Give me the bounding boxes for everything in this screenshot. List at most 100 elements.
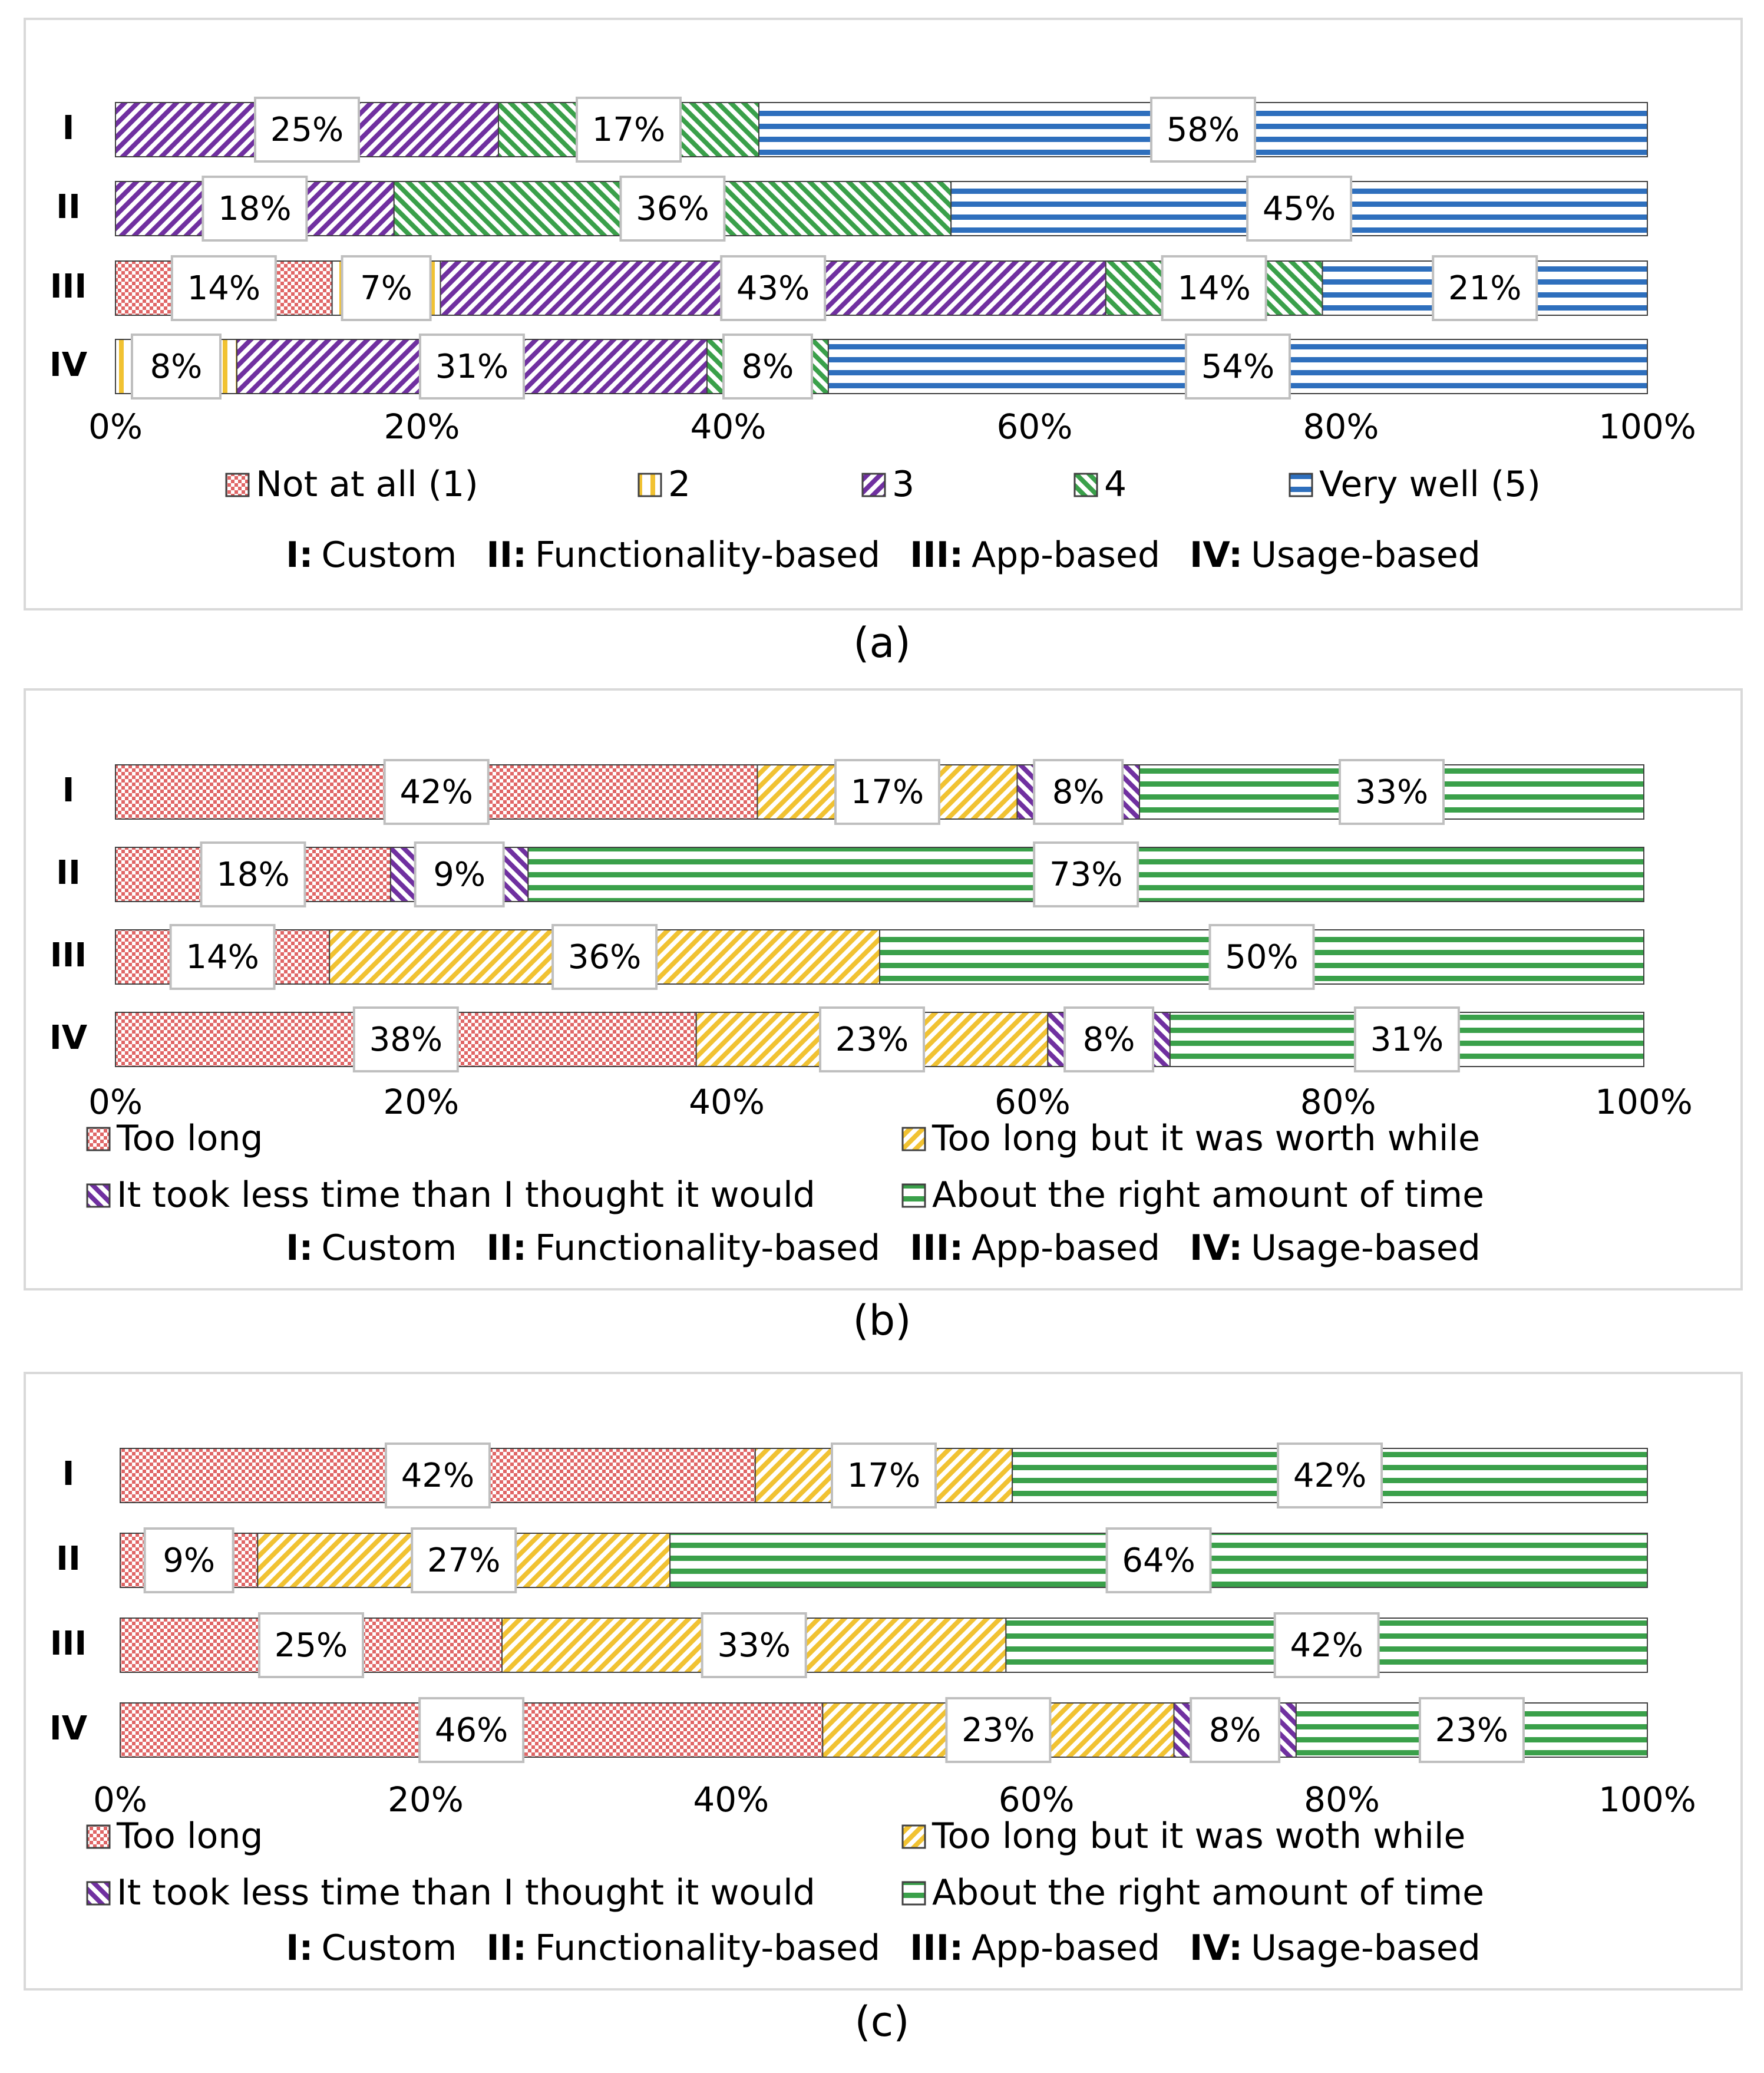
category-key-text: Custom [322,1227,457,1269]
category-key-text: App-based [972,1927,1160,1969]
data-label: 31% [435,348,508,386]
data-label-box [1184,334,1291,400]
data-label-box [1105,1527,1212,1593]
data-label: 25% [270,111,343,149]
data-label-box [1033,841,1139,907]
legend-swatch-too-long-but-it-was-woth-while [901,1824,926,1849]
data-label-box [834,759,940,825]
legend-swatch-not-at-all-1 [225,473,250,497]
data-label-box [352,1006,459,1072]
category-label-iv: IV [49,346,88,384]
x-tick-label: 60% [999,1780,1075,1820]
data-label-box [945,1697,1052,1763]
data-label: 42% [1290,1626,1363,1665]
category-label-iii: III [50,936,87,975]
chart-panel-c: I II III IV 42% 17% 42% 9% 27% 64% 25% 33% 42% 46% 23%… [24,1372,1743,1991]
data-label: 36% [636,190,709,228]
legend-label-it-took-less-time-than-i-thought-it-would: It took less time than I thought it woul… [117,1174,815,1216]
data-label: 8% [742,348,794,386]
legend-label-2: 2 [668,464,691,505]
data-label: 54% [1201,348,1274,386]
x-tick-label: 0% [88,407,143,447]
data-label: 8% [1209,1711,1261,1749]
category-key-text: Custom [322,534,457,576]
x-tick-label: 40% [691,407,767,447]
category-key-text: Custom [322,1927,457,1969]
x-tick-label: 40% [693,1780,769,1820]
caption-a: (a) [0,619,1764,667]
chart-panel-b: I II III IV 42% 17% 8% 33% 18% 9% 73% 14% 36% 50% 38% 2… [24,688,1743,1290]
data-label: 9% [433,856,485,894]
legend-label-3: 3 [892,464,914,505]
data-label: 45% [1263,190,1336,228]
category-key-text: Usage-based [1251,1227,1481,1269]
data-label-box [722,334,813,400]
data-label-box [1338,759,1445,825]
data-label-box [576,97,682,163]
category-label-iii: III [50,1625,87,1663]
data-label-box [619,176,726,242]
x-tick-label: 20% [384,407,460,447]
data-label-box [1063,1006,1155,1072]
data-label-box [1246,176,1353,242]
x-tick-label: 100% [1598,407,1696,447]
caption-b-text: (b) [853,1296,911,1345]
category-key-code: IV: [1190,1227,1243,1269]
category-label-ii: II [56,188,81,226]
data-label: 23% [835,1021,909,1059]
x-tick-label: 40% [689,1082,765,1122]
legend-swatch-about-the-right-amount-of-time [901,1881,926,1906]
data-label: 23% [1435,1711,1508,1749]
data-label-box [341,255,432,321]
category-key-code: II: [486,1227,527,1269]
caption-b: (b) [0,1296,1764,1345]
legend-swatch-too-long [86,1127,111,1151]
data-label: 58% [1167,111,1240,149]
data-label: 33% [1355,773,1428,811]
data-label-box [418,1697,525,1763]
category-key-text: Usage-based [1251,534,1481,576]
category-label-iii: III [50,268,87,306]
data-label-box [1277,1442,1383,1508]
x-tick-label: 100% [1595,1082,1693,1122]
data-label: 50% [1225,938,1298,976]
category-key-code: II: [486,1927,527,1969]
category-key: I: Custom II: Functionality-based III: App-ba… [286,1227,1481,1269]
data-label-box [130,334,222,400]
data-label: 14% [1177,269,1250,308]
x-tick-label: 20% [388,1780,464,1820]
data-label: 8% [150,348,203,386]
legend-swatch-it-took-less-time-than-i-thought-it-would [86,1881,111,1906]
legend-swatch-too-long [86,1824,111,1849]
category-key-code: I: [286,1927,313,1969]
legend-label-not-at-all-1: Not at all (1) [256,464,478,505]
data-label: 73% [1049,856,1122,894]
data-label: 46% [435,1711,508,1749]
category-key-code: II: [486,534,527,576]
data-label: 21% [1448,269,1521,308]
x-tick-label: 20% [383,1082,459,1122]
legend-label-very-well-5: Very well (5) [1319,464,1541,505]
data-label: 17% [847,1457,920,1495]
category-label-iv: IV [49,1709,88,1748]
data-label-box [143,1527,234,1593]
data-label-box [819,1006,926,1072]
data-label-box [1161,255,1267,321]
category-key-code: IV: [1190,534,1243,576]
data-label-box [831,1442,937,1508]
category-key: I: Custom II: Functionality-based III: App-ba… [286,1927,1481,1969]
category-key-code: III: [910,1927,963,1969]
legend-label-about-the-right-amount-of-time: About the right amount of time [932,1872,1484,1913]
legend-label-too-long: Too long [116,1118,263,1159]
legend-swatch-it-took-less-time-than-i-thought-it-would [86,1183,111,1208]
chart-panel-a: I II III IV 25% 17% 58% 18% 36% 45% 14% 7% 43% 14% 21%… [24,18,1743,610]
data-label: 64% [1122,1541,1195,1580]
category-key-code: III: [910,1227,963,1269]
data-label-box [258,1612,364,1678]
data-label: 43% [736,269,810,308]
legend-swatch-very-well-5 [1289,473,1313,497]
data-label: 17% [851,773,924,811]
data-label-box [170,255,277,321]
